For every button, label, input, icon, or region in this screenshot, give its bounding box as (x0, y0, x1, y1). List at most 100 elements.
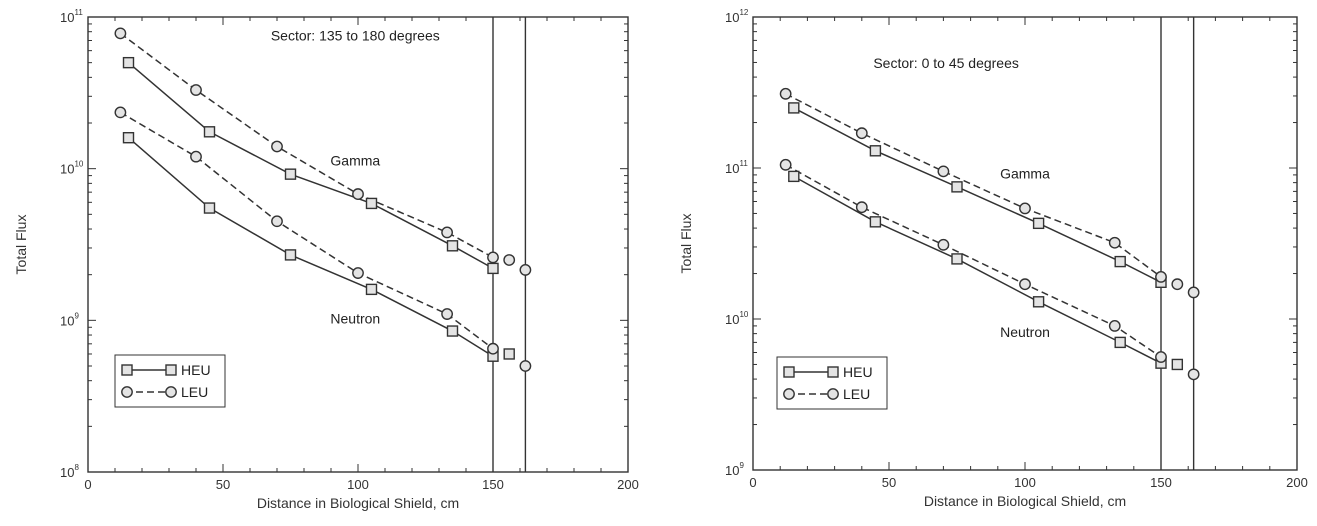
chart-1-gamma-heu-point (869, 145, 882, 157)
chart-1-ytick-base: 10 (725, 312, 739, 327)
chart-1-neutron-leu-point (1108, 320, 1121, 332)
chart-0-legend-marker-end (165, 386, 177, 398)
chart-1-annotation: Sector: 0 to 45 degrees (873, 55, 1019, 71)
chart-1-ytick-label: 1012 (725, 8, 749, 25)
chart-0-neutron-heu-point (503, 348, 515, 360)
chart-0-neutron-leu-point (114, 106, 127, 119)
chart-0-ytick-exponent: 9 (74, 311, 79, 320)
chart-0-xtick-label: 150 (482, 477, 504, 492)
chart-0-ytick-label: 109 (60, 311, 79, 328)
chart-0-ytick-label: 1011 (60, 8, 83, 25)
chart-1-gamma-leu-point (1019, 202, 1031, 215)
chart-1-ytick-label: 1010 (725, 310, 749, 327)
chart-1-xtick-label: 100 (1014, 475, 1036, 490)
chart-1-legend-marker-start (783, 388, 795, 400)
chart-1-gamma-leu-line (785, 93, 1162, 278)
chart-0-gamma-leu-line (119, 32, 494, 259)
chart-1-gamma-leu-point (937, 165, 950, 178)
chart-0-neutron-leu-point (352, 267, 364, 279)
chart-0-annotation: Gamma (330, 152, 380, 168)
chart-1-ytick-base: 10 (725, 161, 739, 176)
chart-0-neutron-heu-line (128, 137, 494, 357)
chart-0-neutron-leu-line (120, 111, 494, 350)
chart-0-neutron-heu-point (446, 325, 459, 337)
chart-0-gamma-leu-point (441, 226, 453, 239)
chart-0-neutron-leu-point (271, 215, 283, 228)
chart-1-annotation: Gamma (1000, 166, 1050, 182)
chart-0-ytick-exponent: 10 (74, 160, 83, 169)
chart-1-legend-label: HEU (843, 364, 873, 380)
chart-1-y-axis-label: Total Flux (678, 214, 694, 274)
chart-0-legend: HEU LEU (114, 354, 226, 408)
chart-0-x-axis-label: Distance in Biological Shield, cm (257, 495, 459, 511)
chart-1-neutron-heu-point (1114, 336, 1126, 349)
chart-0-neutron-heu-point (122, 132, 135, 144)
chart-1-ytick-base: 10 (725, 463, 739, 478)
chart-0-gamma-heu-point (487, 262, 499, 275)
chart-0-annotation: Neutron (330, 311, 380, 327)
chart-0-gamma-leu-point (352, 188, 364, 200)
chart-0-ytick-exponent: 8 (74, 463, 79, 472)
chart-0-ytick-label: 1010 (60, 160, 84, 177)
chart-1-neutron-leu-point (1187, 368, 1200, 381)
chart-1-legend: HEU LEU (776, 356, 888, 410)
chart-0-gamma-heu-point (284, 168, 297, 180)
chart-1-gamma-heu-point (1032, 217, 1045, 230)
chart-1-xtick-label: 0 (749, 475, 756, 490)
chart-0-xtick-label: 0 (84, 477, 91, 492)
chart-0-legend-marker-end (165, 364, 177, 376)
chart-1-ytick-label: 109 (725, 461, 744, 478)
chart-1-neutron-heu-line (793, 175, 1162, 364)
chart-1-annotation: Neutron (1000, 324, 1050, 340)
chart-0-legend-label: HEU (181, 362, 211, 378)
chart-0-gamma-leu-point (114, 27, 127, 40)
chart-1-neutron-leu-point (855, 201, 868, 214)
chart-1-legend-box (776, 356, 888, 410)
chart-0-neutron-leu-point (441, 308, 453, 320)
chart-1-ytick-label: 1011 (725, 159, 748, 176)
chart-0-neutron-leu-point (190, 150, 202, 163)
chart-0-gamma-leu-point (271, 140, 283, 153)
chart-1-xtick-label: 50 (882, 475, 896, 490)
chart-1-gamma-leu-point (1155, 271, 1167, 283)
chart-0-legend-marker-start (121, 386, 133, 398)
chart-0-legend-label: LEU (181, 384, 208, 400)
chart-1-ytick-exponent: 11 (739, 159, 748, 168)
chart-1-neutron-leu-point (779, 158, 792, 171)
chart-1-ytick-exponent: 12 (739, 8, 748, 17)
chart-0-gamma-leu-point (190, 84, 202, 96)
chart-1-neutron-heu-point (1171, 358, 1184, 371)
chart-1-ytick-base: 10 (725, 10, 739, 25)
chart-1-gamma-leu-point (1171, 278, 1184, 291)
chart-0-neutron-leu-point (519, 360, 532, 372)
chart-1-neutron-heu-point (788, 170, 800, 183)
chart-1-neutron-leu-point (1155, 351, 1167, 363)
chart-1-ytick-exponent: 9 (739, 461, 744, 470)
chart-0-gamma-heu-point (122, 56, 135, 69)
chart-1-gamma-heu-point (1114, 255, 1126, 268)
chart-0-gamma-leu-point (487, 251, 499, 264)
chart-0-gamma-heu-line (128, 62, 494, 270)
chart-1-xtick-label: 200 (1286, 475, 1308, 490)
chart-0-legend-marker-start (121, 364, 133, 376)
chart-0-gamma-heu-point (203, 126, 216, 138)
chart-1-legend-marker-end (827, 366, 839, 378)
chart-0-ytick-base: 10 (60, 162, 74, 177)
chart-1-gamma-leu-point (1187, 286, 1200, 299)
chart-1-neutron-leu-line (785, 164, 1162, 358)
chart-0-neutron-heu-point (284, 249, 297, 261)
chart-0-gamma-heu-point (519, 264, 532, 276)
chart-0-ytick-base: 10 (60, 10, 74, 25)
chart-0-ytick-label: 108 (60, 463, 79, 480)
chart-0-xtick-label: 200 (617, 477, 639, 492)
chart-1-xtick-label: 150 (1150, 475, 1172, 490)
chart-1-neutron-heu-point (951, 253, 963, 265)
chart-0-xtick-label: 50 (216, 477, 230, 492)
chart-1-gamma-leu-point (855, 127, 868, 140)
chart-0-annotation: Sector: 135 to 180 degrees (271, 27, 440, 43)
chart-0-neutron-leu-point (487, 342, 499, 355)
chart-0-xtick-label: 100 (347, 477, 369, 492)
chart-0-neutron-heu-point (365, 283, 378, 296)
